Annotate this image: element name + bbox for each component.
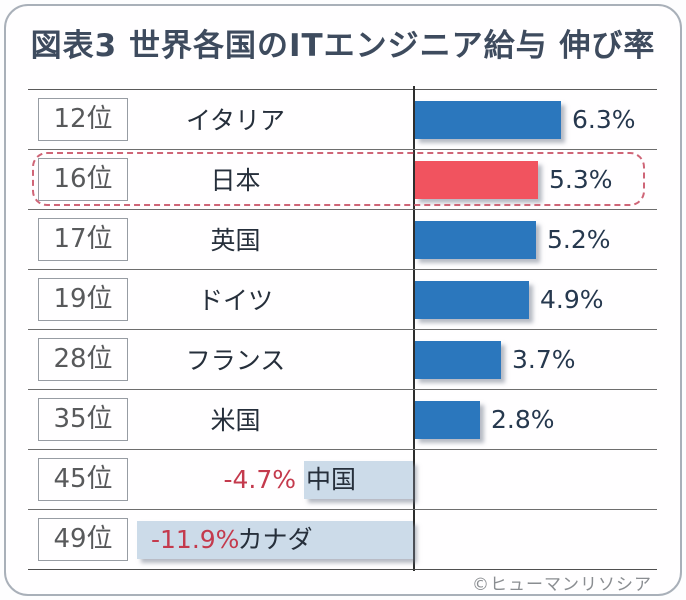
country-label: 中国 — [306, 465, 357, 494]
chart-row: 17位 英国 5.2% — [28, 210, 657, 270]
chart-title: 図表3 世界各国のITエンジニア給与 伸び率 — [30, 28, 656, 64]
country-label: イタリア — [185, 106, 285, 135]
rank-badge: 49位 — [38, 518, 128, 561]
value-bar — [415, 101, 561, 139]
chart-row: 28位 フランス 3.7% — [28, 330, 657, 390]
bar-chart: 12位 イタリア 6.3% 16位 日本 5.3% 17位 英国 5.2% 19位 ドイツ 4.9% 2… — [28, 86, 657, 571]
rank-badge: 19位 — [38, 278, 128, 321]
country-label: フランス — [185, 346, 286, 375]
value-bar — [415, 281, 529, 319]
value-label: 2.8% — [491, 405, 555, 434]
country-label: 米国 — [210, 406, 261, 435]
value-bar — [137, 521, 413, 559]
value-label: -11.9% — [151, 525, 240, 554]
value-label: 4.9% — [540, 285, 604, 314]
value-label: 3.7% — [512, 345, 576, 374]
copyright-credit: ©ヒューマンリソシア — [472, 575, 652, 595]
country-label: カナダ — [237, 525, 313, 554]
value-bar — [415, 161, 538, 199]
country-label: 英国 — [210, 226, 261, 255]
value-bar — [304, 461, 413, 499]
rank-badge: 17位 — [38, 218, 128, 261]
chart-rows: 12位 イタリア 6.3% 16位 日本 5.3% 17位 英国 5.2% 19位 ドイツ 4.9% 2… — [28, 90, 657, 570]
chart-row: 45位 -4.7% 中国 — [28, 450, 657, 510]
country-label: ドイツ — [197, 286, 273, 315]
chart-row: 19位 ドイツ 4.9% — [28, 270, 657, 330]
rank-badge: 28位 — [38, 338, 128, 381]
zero-baseline-axis — [413, 86, 415, 571]
value-bar — [415, 401, 480, 439]
chart-row: 12位 イタリア 6.3% — [28, 90, 657, 150]
rank-badge: 12位 — [38, 98, 128, 141]
value-label: -4.7% — [223, 465, 296, 494]
value-label: 6.3% — [572, 105, 636, 134]
rank-badge: 45位 — [38, 458, 128, 501]
chart-row: 35位 米国 2.8% — [28, 390, 657, 450]
value-label: 5.2% — [547, 225, 611, 254]
chart-row: 49位 -11.9% カナダ — [28, 510, 657, 570]
rank-badge: 16位 — [38, 158, 128, 201]
value-label: 5.3% — [549, 165, 613, 194]
value-bar — [415, 221, 536, 259]
rank-badge: 35位 — [38, 398, 128, 441]
chart-row: 16位 日本 5.3% — [28, 150, 657, 210]
country-label: 日本 — [210, 166, 261, 195]
value-bar — [415, 341, 501, 379]
